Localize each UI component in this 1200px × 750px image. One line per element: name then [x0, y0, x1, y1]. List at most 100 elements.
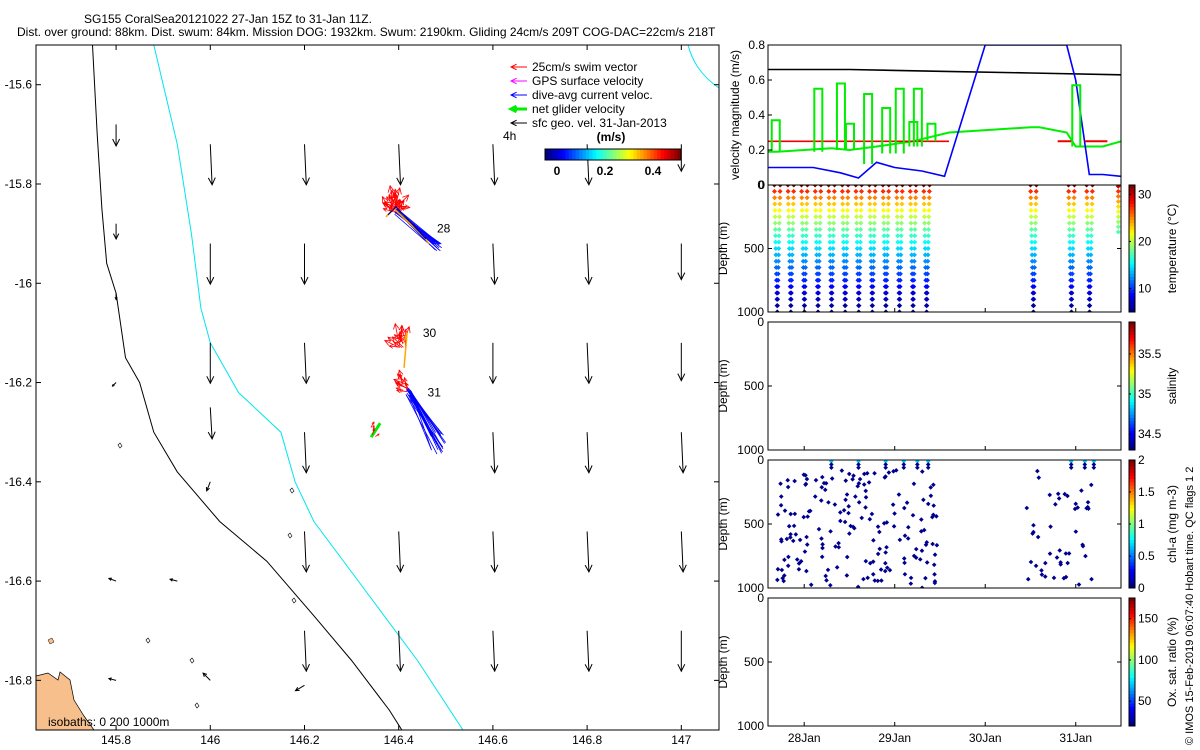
colorbar-cell: [1129, 299, 1135, 303]
colorbar-cell: [1129, 350, 1135, 355]
temperature-sample: [839, 188, 845, 194]
colorbar-cell: [1129, 258, 1135, 262]
chlorophyll-sample: [861, 482, 867, 487]
temperature-sample: [817, 246, 823, 251]
y-tick-label: -16.4: [5, 475, 33, 489]
chlorophyll-sample: [1066, 551, 1072, 556]
temperature-sample: [774, 309, 780, 312]
day-label: 30: [423, 326, 437, 340]
temperature-sample: [1071, 185, 1077, 188]
chlorophyll-sample: [882, 568, 888, 574]
temperature-sample: [1084, 195, 1090, 201]
colorbar-cell: [1129, 578, 1135, 583]
temperature-sample: [1066, 207, 1072, 213]
temperature-sample: [1033, 201, 1039, 207]
chlorophyll-sample: [775, 566, 781, 572]
colorbar-cell: [1129, 386, 1135, 390]
temperature-sample: [790, 207, 796, 213]
temperature-sample: [1066, 214, 1072, 220]
geostrophic-arrow: [490, 531, 499, 574]
chlorophyll-sample: [884, 565, 890, 571]
temperature-sample: [1028, 207, 1034, 213]
colorbar-cell: [1129, 463, 1135, 467]
temperature-sample: [773, 239, 779, 245]
temperature-sample: [1067, 246, 1073, 251]
chlorophyll-sample: [786, 554, 791, 560]
chlorophyll-sample: [1065, 560, 1070, 566]
chlorophyll-sample: [804, 568, 809, 574]
colorbar-tick-label: 0.5: [1138, 549, 1155, 563]
chlorophyll-sample: [793, 532, 799, 537]
geostrophic-arrow: [584, 342, 593, 385]
temperature-sample: [840, 220, 846, 226]
temperature-sample: [785, 201, 791, 207]
temperature-sample: [775, 290, 781, 296]
chlorophyll-sample: [1063, 574, 1069, 580]
y-tick-label: 1000: [737, 581, 764, 595]
temperature-sample: [1033, 188, 1039, 194]
colorbar-cell: [1129, 370, 1135, 374]
colorbar-tick-label: 150: [1138, 612, 1158, 626]
temperature-sample: [912, 226, 918, 232]
temperature-sample: [908, 214, 914, 220]
depth-ylabel: Depth (m): [716, 222, 730, 275]
colorbar-cell: [1129, 305, 1135, 310]
temperature-sample: [1066, 201, 1072, 207]
colorbar-cell: [1129, 706, 1135, 711]
chlorophyll-sample: [930, 541, 935, 547]
temperature-sample: [840, 195, 846, 201]
temperature-sample: [922, 239, 928, 245]
legend-scale-label: 4h: [503, 129, 516, 143]
chlorophyll-sample: [841, 507, 847, 513]
chlorophyll-sample: [1079, 488, 1084, 493]
swim-vector-arrow: [396, 388, 408, 394]
temperature-sample: [868, 246, 874, 251]
temperature-sample: [853, 188, 859, 194]
temperature-sample: [831, 201, 837, 207]
y-tick-label: 0.6: [748, 73, 765, 87]
colorbar-cell: [1129, 684, 1135, 689]
geostrophic-arrow: [205, 481, 211, 492]
chlorophyll-sample: [875, 551, 881, 557]
temperature-sample: [898, 239, 904, 245]
temperature-sample: [1084, 185, 1090, 188]
colorbar-cell: [1129, 559, 1135, 563]
temperature-sample: [1070, 239, 1076, 245]
credit-text: © IMOS 15-Feb-2019 06:07:40 Hobart time.…: [1184, 467, 1196, 745]
chlorophyll-sample: [790, 538, 796, 544]
chlorophyll-sample: [1058, 560, 1063, 565]
temperature-sample: [895, 226, 901, 232]
colorbar-cell: [1129, 543, 1135, 547]
colorbar-cell: [1129, 469, 1135, 474]
colorbar-label: chl-a (mg m-3): [1165, 485, 1179, 563]
colorbar-cell: [602, 149, 607, 160]
temperature-sample: [911, 290, 917, 296]
temperature-sample: [858, 220, 864, 226]
temperature-sample: [899, 195, 905, 201]
temperature-sample: [924, 290, 930, 296]
temperature-sample: [1028, 220, 1034, 226]
dive-velocity-spike: [844, 122, 855, 150]
velocity-panel: 0 0.2 0.4 0.6 0.8 velocity magnitude (m/s): [728, 38, 1122, 192]
colorbar-cell: [1129, 338, 1135, 342]
temperature-sample: [908, 226, 914, 232]
temperature-sample: [880, 188, 886, 194]
temperature-sample: [843, 271, 849, 277]
chlorophyll-sample: [843, 497, 848, 503]
dive-velocity-spike: [835, 82, 846, 150]
temperature-sample: [1031, 296, 1037, 302]
swim-vector-arrow: [395, 387, 404, 391]
temperature-sample: [870, 303, 876, 309]
temperature-sample: [800, 246, 806, 251]
chlorophyll-sample: [1033, 563, 1039, 569]
temperature-sample: [1032, 239, 1038, 245]
temperature-sample: [785, 195, 791, 201]
depth-ylabel: Depth (m): [716, 635, 730, 688]
colorbar-cell: [650, 149, 655, 160]
chlorophyll-sample: [1073, 529, 1079, 534]
colorbar-cell: [1129, 283, 1135, 288]
colorbar-cell: [1129, 476, 1135, 480]
temperature-sample: [776, 252, 782, 258]
